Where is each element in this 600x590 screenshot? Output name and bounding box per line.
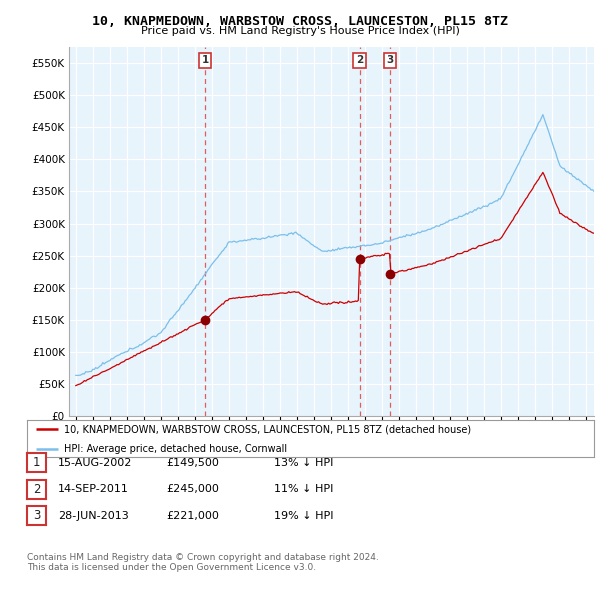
- Text: 15-AUG-2002: 15-AUG-2002: [58, 458, 133, 467]
- Text: This data is licensed under the Open Government Licence v3.0.: This data is licensed under the Open Gov…: [27, 563, 316, 572]
- Text: 2: 2: [356, 55, 364, 65]
- Text: 14-SEP-2011: 14-SEP-2011: [58, 484, 129, 494]
- Text: 1: 1: [202, 55, 209, 65]
- Text: 28-JUN-2013: 28-JUN-2013: [58, 511, 129, 520]
- Text: 11% ↓ HPI: 11% ↓ HPI: [274, 484, 334, 494]
- Text: £149,500: £149,500: [166, 458, 219, 467]
- Text: Price paid vs. HM Land Registry's House Price Index (HPI): Price paid vs. HM Land Registry's House …: [140, 26, 460, 36]
- Text: 10, KNAPMEDOWN, WARBSTOW CROSS, LAUNCESTON, PL15 8TZ: 10, KNAPMEDOWN, WARBSTOW CROSS, LAUNCEST…: [92, 15, 508, 28]
- Text: 1: 1: [33, 456, 40, 469]
- Text: HPI: Average price, detached house, Cornwall: HPI: Average price, detached house, Corn…: [64, 444, 287, 454]
- Text: 3: 3: [33, 509, 40, 522]
- Text: 10, KNAPMEDOWN, WARBSTOW CROSS, LAUNCESTON, PL15 8TZ (detached house): 10, KNAPMEDOWN, WARBSTOW CROSS, LAUNCEST…: [64, 424, 471, 434]
- Text: 19% ↓ HPI: 19% ↓ HPI: [274, 511, 334, 520]
- Text: 13% ↓ HPI: 13% ↓ HPI: [274, 458, 334, 467]
- Text: 2: 2: [33, 483, 40, 496]
- Text: £221,000: £221,000: [166, 511, 219, 520]
- Text: Contains HM Land Registry data © Crown copyright and database right 2024.: Contains HM Land Registry data © Crown c…: [27, 553, 379, 562]
- Text: £245,000: £245,000: [166, 484, 219, 494]
- Text: 3: 3: [386, 55, 394, 65]
